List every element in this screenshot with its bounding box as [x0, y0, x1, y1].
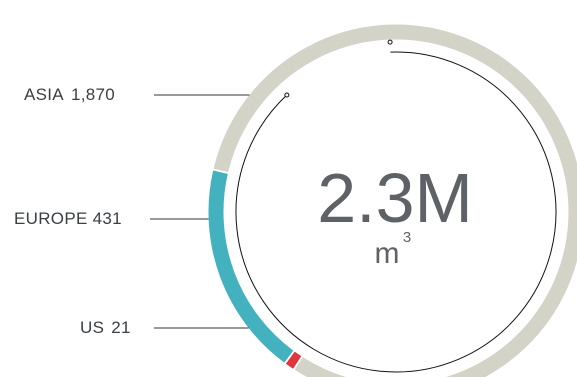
center-value: 2.3M [317, 159, 473, 237]
center-unit: m [375, 237, 400, 270]
label-europe: EUROPE 431 [14, 209, 122, 228]
ring-segment-europe [208, 170, 294, 363]
leader-lines [150, 94, 250, 329]
ring-group [208, 24, 577, 377]
inner-ring [235, 51, 557, 373]
label-asia: ASIA 1,870 [24, 85, 115, 104]
inner-ring-start-dot [387, 39, 393, 45]
ring-segment-asia [213, 24, 577, 377]
center-unit-superscript: 3 [403, 229, 411, 246]
ring-segment-us [285, 351, 302, 369]
inner-ring-end-dot [284, 92, 290, 98]
label-us: US 21 [80, 318, 131, 337]
inner-ring-group [235, 39, 557, 373]
